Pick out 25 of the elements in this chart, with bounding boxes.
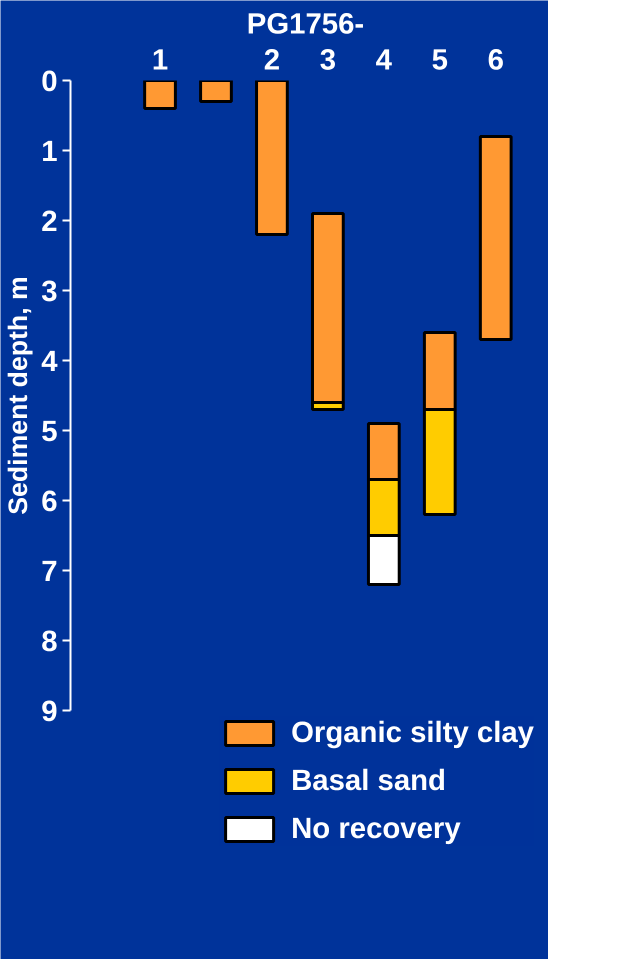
y-tick-label: 2 xyxy=(41,205,58,238)
y-tick-label: 6 xyxy=(41,485,58,518)
legend-label: Organic silty clay xyxy=(291,716,534,750)
chart-title: PG1756- xyxy=(246,8,364,40)
bar xyxy=(255,80,289,236)
y-axis-title: Sediment depth, m xyxy=(3,276,34,515)
legend-label: No recovery xyxy=(291,812,461,846)
bar xyxy=(478,135,513,341)
bar xyxy=(143,80,177,110)
x-tick-label: 5 xyxy=(432,44,448,76)
y-tick-label: 3 xyxy=(41,275,58,308)
y-tick-label: 7 xyxy=(41,555,58,588)
legend-label: Basal sand xyxy=(291,764,446,798)
y-tick-label: 5 xyxy=(41,415,58,448)
bar xyxy=(199,80,233,103)
y-tick-label: 1 xyxy=(41,135,58,168)
x-tick-label: 1 xyxy=(152,44,168,76)
y-tick-label: 4 xyxy=(41,345,58,378)
y-tick-label: 9 xyxy=(41,695,58,728)
y-tick-label: 8 xyxy=(41,625,58,658)
x-tick-label: 4 xyxy=(376,44,393,76)
x-tick-label: 6 xyxy=(488,44,504,76)
y-tick-label: 0 xyxy=(41,65,58,98)
x-tick-label: 3 xyxy=(320,44,336,76)
x-tick-label: 2 xyxy=(264,44,280,76)
